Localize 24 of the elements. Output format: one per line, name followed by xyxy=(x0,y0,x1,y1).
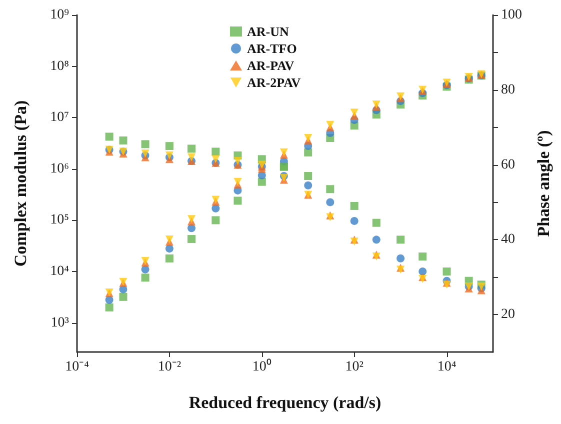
y2-tick-label: 60 xyxy=(501,157,515,172)
y-axis-title: Complex modulus (Pa) xyxy=(11,100,30,267)
y2-tick-label: 80 xyxy=(501,82,515,98)
y2-tick-label: 40 xyxy=(501,232,515,248)
y-tick-label: 10⁵ xyxy=(50,212,70,228)
y2-tick-label: 20 xyxy=(501,307,515,322)
y-tick-label: 10⁶ xyxy=(50,161,70,176)
y2-axis-title: Phase angle (º) xyxy=(534,130,553,237)
y2-tick-label: 100 xyxy=(501,8,522,22)
x-tick-label: 10⁰ xyxy=(252,358,272,374)
x-tick-label: 10⁻⁴ xyxy=(65,360,90,374)
x-tick-label: 10⁴ xyxy=(437,360,456,374)
y-tick-label: 10⁸ xyxy=(50,58,70,74)
y-tick-label: 10⁷ xyxy=(50,110,70,126)
y-tick-label: 10³ xyxy=(50,315,69,330)
legend-label: AR-PAV xyxy=(247,58,295,73)
legend-label: AR-TFO xyxy=(247,41,297,56)
x-tick-label: 10⁻² xyxy=(158,360,182,374)
x-tick-label: 10² xyxy=(345,360,364,374)
legend-label: AR-2PAV xyxy=(247,75,302,90)
y-tick-label: 10⁴ xyxy=(50,264,70,280)
x-axis-title: Reduced frequency (rad/s) xyxy=(188,393,382,412)
y-tick-label: 10⁹ xyxy=(50,8,70,22)
legend-label: AR-UN xyxy=(247,24,290,39)
